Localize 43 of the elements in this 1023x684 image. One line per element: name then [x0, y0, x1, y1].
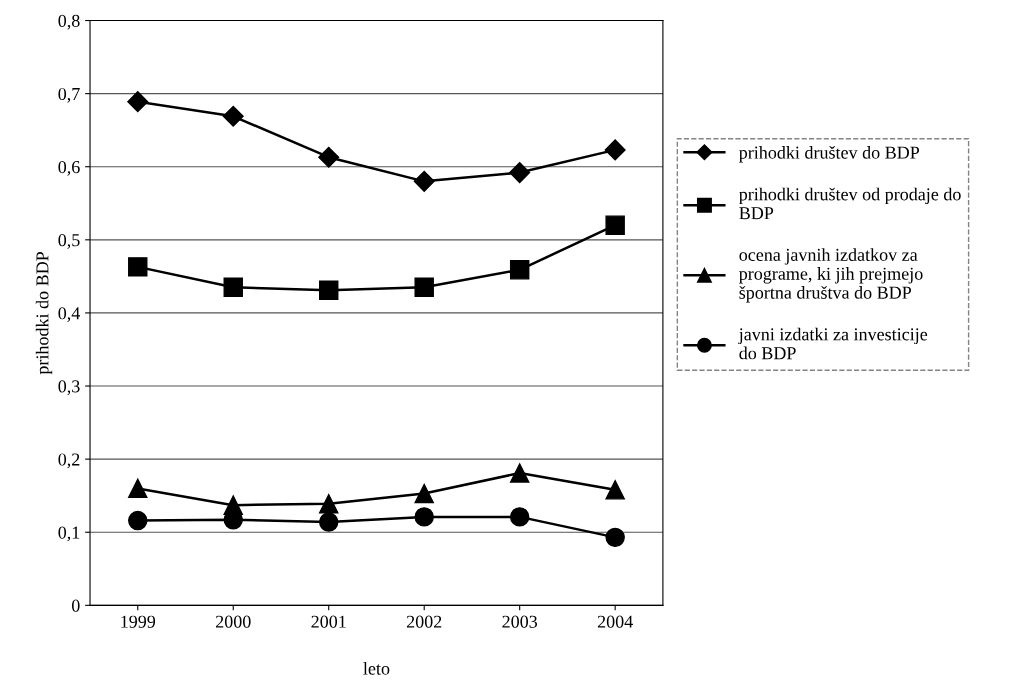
- y-tick-label: 0,1: [58, 526, 80, 542]
- y-tick-label: 0,2: [58, 453, 80, 469]
- x-tick-label: 1999: [121, 615, 156, 628]
- point: [223, 277, 243, 298]
- x-tick-label: 2002: [406, 615, 442, 628]
- y-tick-label: 0: [71, 599, 80, 612]
- point: [414, 483, 434, 504]
- y-axis-title: prihodki do BDP: [35, 251, 53, 375]
- point: [509, 463, 530, 483]
- x-tick-label: 2000: [215, 615, 251, 628]
- point: [127, 91, 149, 113]
- point: [509, 162, 531, 184]
- y-tick-label: 0,3: [58, 380, 80, 396]
- point: [128, 257, 148, 277]
- point: [414, 277, 434, 298]
- point: [414, 507, 434, 527]
- point: [605, 527, 625, 548]
- point: [605, 480, 625, 500]
- x-tick-label: 2004: [597, 615, 633, 628]
- legend-label: javni izdatki za investicije do BDP: [738, 327, 928, 360]
- x-axis-title: leto: [363, 661, 390, 675]
- legend-label: ocena javnih izdatkov za programe, ki jih prejmejo športna društva do BDP: [739, 248, 923, 303]
- point: [319, 512, 339, 532]
- x-tick-label: 2003: [502, 615, 538, 628]
- point: [509, 507, 530, 527]
- y-tick-label: 0,4: [58, 307, 81, 322]
- point: [413, 170, 435, 192]
- point: [318, 146, 340, 168]
- point: [128, 510, 148, 531]
- point: [128, 478, 148, 499]
- x-tick-label: 2001: [311, 615, 346, 628]
- y-tick-label: 0,7: [58, 87, 80, 103]
- legend-label: prihodki društev od prodaje do BDP: [739, 187, 961, 220]
- point: [604, 139, 626, 161]
- point: [319, 494, 339, 514]
- y-tick-label: 0,8: [58, 14, 80, 30]
- legend-label: prihodki društev do BDP: [739, 145, 920, 163]
- y-tick-label: 0,5: [58, 234, 80, 249]
- y-tick-label: 0,6: [58, 160, 80, 176]
- point: [319, 280, 339, 300]
- point: [509, 260, 530, 280]
- point: [605, 215, 625, 235]
- point: [222, 105, 244, 127]
